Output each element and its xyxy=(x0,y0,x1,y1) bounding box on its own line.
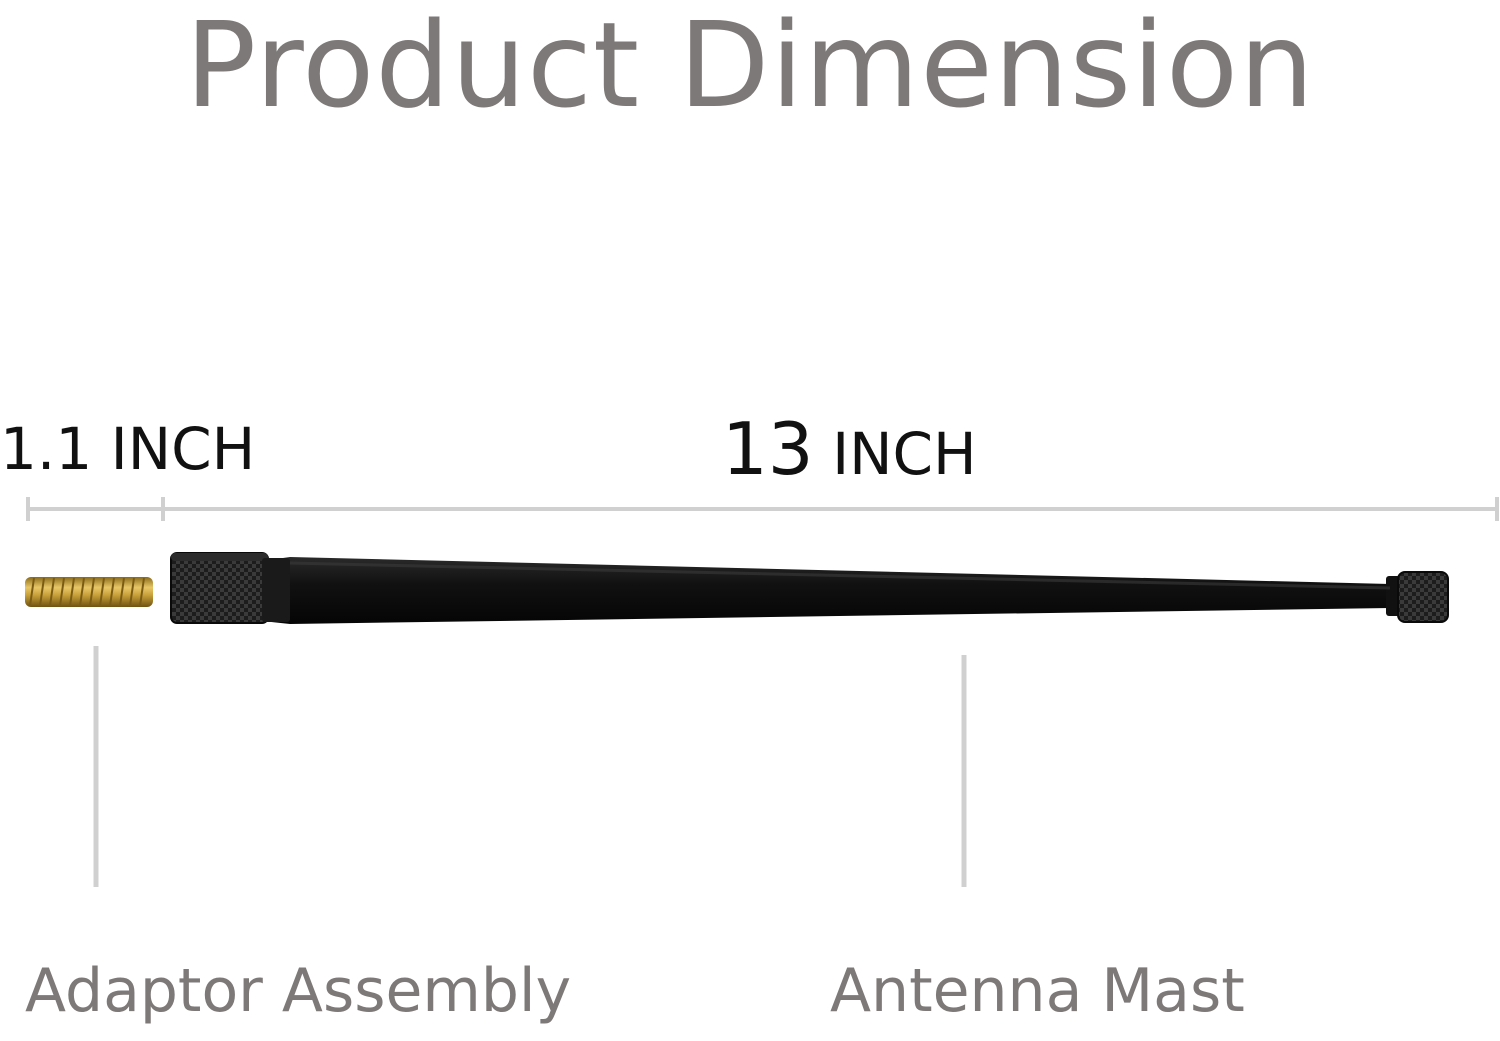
adaptor-length-label: 1.1 INCH xyxy=(0,415,256,483)
adaptor-screw-image xyxy=(25,577,153,607)
mast-length-number: 13 xyxy=(722,407,814,491)
mast-length-unit: INCH xyxy=(832,420,977,488)
dimension-guide xyxy=(26,497,1499,521)
adaptor-assembly-label: Adaptor Assembly xyxy=(25,956,572,1026)
antenna-mast-image xyxy=(170,552,1449,624)
antenna-mast-label: Antenna Mast xyxy=(830,956,1245,1026)
page-title: Product Dimension xyxy=(185,0,1315,134)
mast-length-label: 13 INCH xyxy=(722,413,977,489)
